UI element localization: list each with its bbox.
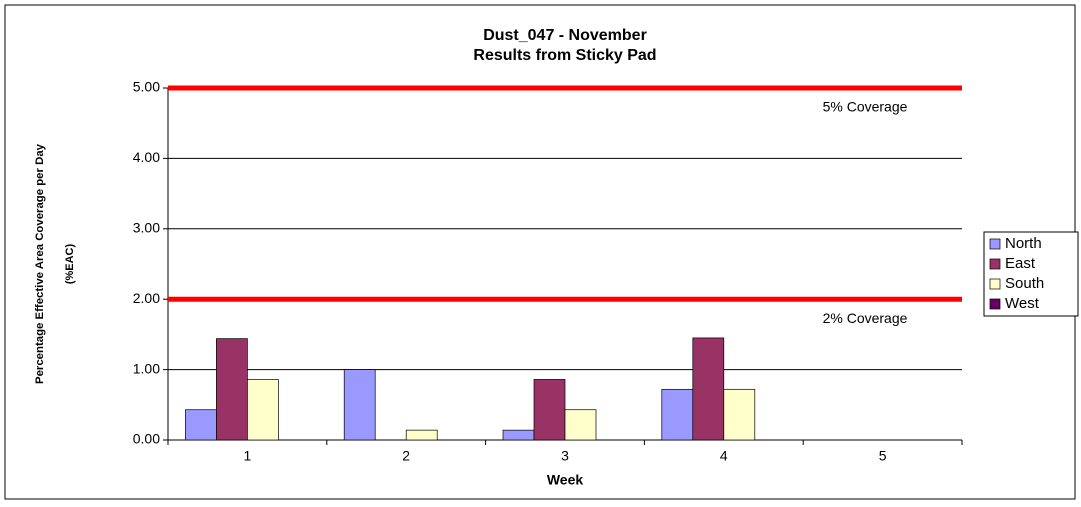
legend-swatch [989,278,1001,290]
x-tick-label: 1 [244,448,252,464]
chart-subtitle: Results from Sticky Pad [473,47,656,64]
bar [564,409,597,441]
x-tick-label: 5 [879,448,887,464]
legend-swatch [989,258,1001,270]
x-tick-label: 2 [402,448,410,464]
y-tick-label: 2.00 [133,290,160,306]
legend-swatch [989,298,1001,310]
chart-title: Dust_047 - November [483,27,647,44]
legend-label: West [1005,295,1040,312]
bar [502,429,535,441]
bar [247,379,279,441]
legend-label: East [1005,255,1036,272]
y-tick-label: 3.00 [133,220,160,236]
reference-label: 2% Coverage [823,310,908,326]
bar [185,409,217,441]
x-axis-label: Week [547,472,584,488]
legend-label: North [1005,235,1042,252]
bar [343,369,376,441]
y-tick-label: 5.00 [133,79,160,95]
x-tick-label: 3 [561,448,569,464]
y-axis-label: Percentage Effective Area Coverage per D… [34,143,46,384]
bar [692,337,725,441]
reference-label: 5% Coverage [823,99,908,115]
y-tick-label: 0.00 [133,431,160,447]
bar [723,388,756,441]
x-tick-label: 4 [720,448,728,464]
y-axis-label: (%EAC) [64,244,76,285]
bar [405,429,438,441]
y-tick-label: 1.00 [133,360,160,376]
bar [661,388,694,441]
legend-label: South [1005,275,1044,292]
y-tick-label: 4.00 [133,149,160,165]
bar [216,338,248,441]
bar [533,379,566,441]
legend-swatch [989,238,1001,250]
